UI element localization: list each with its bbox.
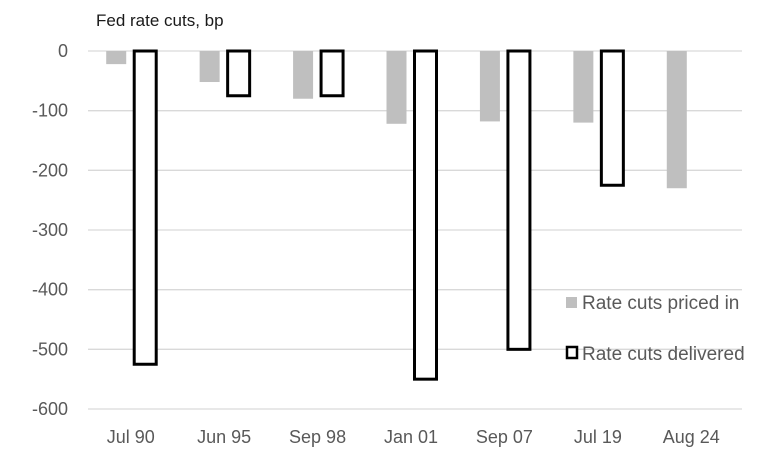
bar-rate-cuts-delivered <box>413 49 438 381</box>
bar-rate-cuts-priced-in <box>479 51 500 122</box>
y-tick-label: -300 <box>32 220 68 240</box>
y-tick-label: -200 <box>32 160 68 180</box>
legend-label-priced-in: Rate cuts priced in <box>582 293 739 314</box>
bar-rate-cuts-priced-in <box>199 51 220 83</box>
x-tick-label: Jan 01 <box>384 427 438 447</box>
x-axis-tick-labels: Jul 90 Jun 95 Sep 98 Jan 01 Sep 07 Jul 19 Aug … <box>107 427 720 447</box>
x-tick-label: Sep 98 <box>289 427 346 447</box>
bar-rate-cuts-priced-in <box>573 51 594 123</box>
y-axis-tick-labels: 0 -100 -200 -300 -400 -500 -600 <box>32 41 68 419</box>
bars <box>106 49 687 381</box>
chart-title: Fed rate cuts, bp <box>96 11 224 30</box>
bar-rate-cuts-priced-in <box>666 51 687 189</box>
x-tick-label: Aug 24 <box>663 427 720 447</box>
bar-rate-cuts-priced-in <box>106 51 127 65</box>
y-tick-label: 0 <box>58 41 68 61</box>
y-tick-label: -400 <box>32 280 68 300</box>
bar-rate-cuts-delivered <box>506 49 532 351</box>
legend-label-delivered: Rate cuts delivered <box>582 344 745 365</box>
bar-rate-cuts-priced-in <box>386 51 407 124</box>
x-tick-label: Sep 07 <box>476 427 533 447</box>
bar-rate-cuts-delivered <box>226 49 252 98</box>
x-tick-label: Jul 19 <box>574 427 622 447</box>
y-tick-label: -500 <box>32 339 68 359</box>
y-tick-label: -100 <box>32 101 68 121</box>
x-tick-label: Jun 95 <box>197 427 251 447</box>
legend: Rate cuts priced in Rate cuts delivered <box>565 293 745 365</box>
y-tick-label: -600 <box>32 399 68 419</box>
bar-rate-cuts-delivered <box>319 49 345 98</box>
legend-swatch-priced-in <box>566 297 577 308</box>
legend-swatch-delivered <box>565 345 579 360</box>
bar-rate-cuts-priced-in <box>293 51 314 99</box>
x-tick-label: Jul 90 <box>107 427 155 447</box>
bar-rate-cuts-delivered <box>599 49 625 187</box>
bar-rate-cuts-delivered <box>132 49 158 366</box>
